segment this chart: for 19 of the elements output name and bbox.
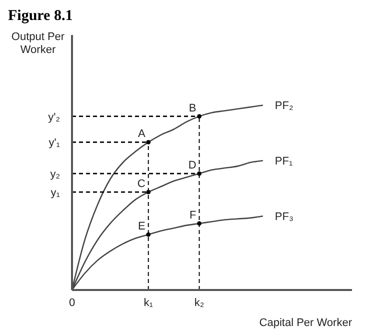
series-label: PF₂ xyxy=(274,100,294,112)
series-label: y'₂ xyxy=(48,111,60,124)
annotation: D xyxy=(188,160,196,172)
chart-title: Figure 8.1 xyxy=(8,8,74,25)
series-label: y₁ xyxy=(50,187,60,200)
series-label: PF₁ xyxy=(274,156,293,168)
series-label: y'₁ xyxy=(48,137,60,150)
annotation: A xyxy=(138,128,146,140)
y-axis-title: Output Per Worker xyxy=(10,31,66,57)
annotation: B xyxy=(188,102,196,114)
annotation: E xyxy=(138,220,146,233)
series-label: PF₃ xyxy=(274,211,294,224)
series-label: y₂ xyxy=(50,168,60,181)
annotation: F xyxy=(190,209,197,222)
x-tick-label: k₁ xyxy=(144,296,154,309)
x-axis-title: Capital Per Worker xyxy=(259,317,352,329)
x-tick-label: k₂ xyxy=(194,296,204,309)
x-tick-label: 0 xyxy=(68,296,76,309)
annotation: C xyxy=(137,178,146,190)
